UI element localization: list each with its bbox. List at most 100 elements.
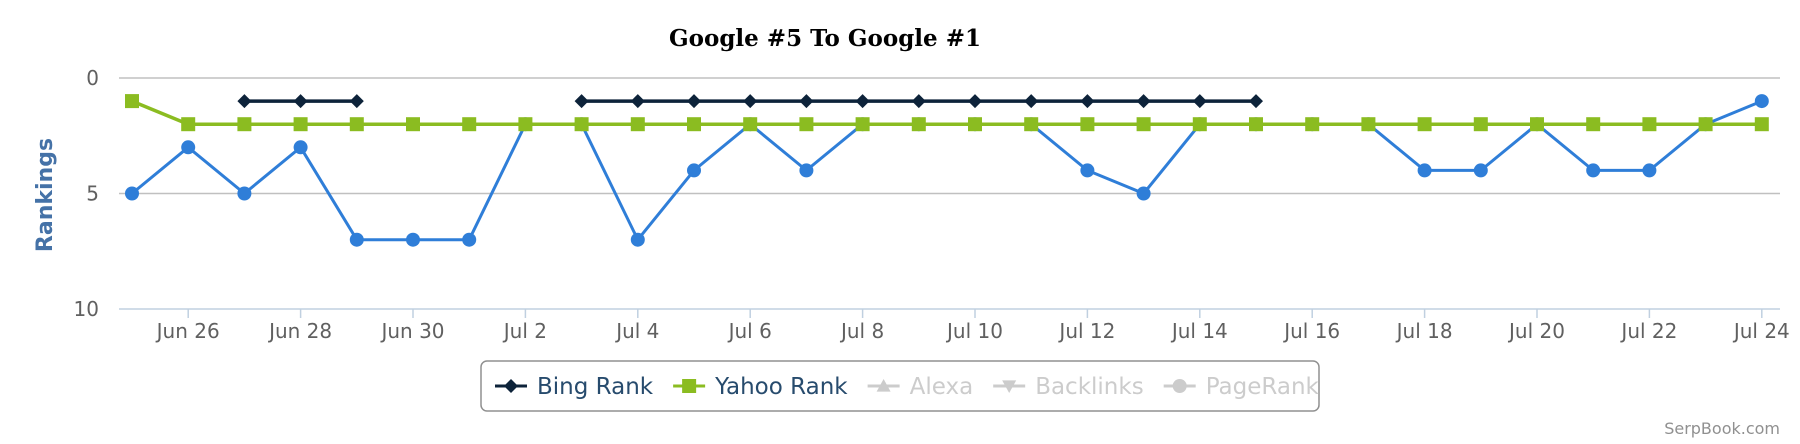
legend-item-yahoo-rank[interactable]: Yahoo Rank	[673, 374, 848, 400]
data-point-diamond[interactable]	[630, 94, 645, 109]
x-tick-label: Jul 10	[945, 319, 1003, 343]
data-point-square[interactable]	[1530, 117, 1544, 132]
legend-marker-triangle-down	[1002, 380, 1017, 393]
legend-label: Alexa	[910, 374, 974, 400]
data-point-circle[interactable]	[1754, 94, 1769, 109]
data-point-square[interactable]	[1417, 117, 1432, 132]
legend-marker-circle	[1172, 379, 1187, 393]
data-point-square[interactable]	[349, 117, 364, 132]
data-point-square[interactable]	[1642, 117, 1657, 132]
data-point-circle[interactable]	[349, 232, 364, 247]
legend-item-bing-rank[interactable]: Bing Rank	[495, 374, 654, 400]
data-point-circle[interactable]	[1473, 163, 1488, 178]
data-point-diamond[interactable]	[237, 94, 252, 109]
data-point-circle[interactable]	[687, 163, 701, 178]
data-point-diamond[interactable]	[349, 94, 364, 109]
data-point-circle[interactable]	[630, 232, 645, 247]
data-point-square[interactable]	[1586, 117, 1601, 132]
data-point-diamond[interactable]	[1024, 94, 1039, 109]
y-tick-label: 10	[74, 297, 99, 321]
data-point-square[interactable]	[1192, 117, 1207, 132]
data-point-diamond[interactable]	[799, 94, 814, 109]
data-point-circle[interactable]	[1586, 163, 1601, 178]
data-point-square[interactable]	[1249, 117, 1263, 132]
data-point-diamond[interactable]	[743, 94, 758, 109]
data-point-square[interactable]	[1080, 117, 1095, 132]
y-axis-label: Rankings	[33, 138, 58, 252]
data-point-diamond[interactable]	[1249, 94, 1263, 109]
data-point-circle[interactable]	[1080, 163, 1095, 178]
data-point-circle[interactable]	[293, 140, 308, 155]
data-point-square[interactable]	[1136, 117, 1151, 132]
data-point-square[interactable]	[1698, 117, 1713, 132]
legend-label: Yahoo Rank	[714, 374, 848, 400]
series-bing-rank	[237, 94, 1263, 109]
data-point-square[interactable]	[911, 117, 926, 132]
x-tick-label: Jul 14	[1170, 319, 1228, 343]
x-tick-label: Jul 18	[1395, 319, 1453, 343]
data-point-square[interactable]	[125, 94, 139, 109]
data-point-square[interactable]	[293, 117, 308, 132]
legend-label: Backlinks	[1035, 374, 1144, 400]
series-line	[131, 99, 1762, 126]
data-point-square[interactable]	[630, 117, 645, 132]
data-point-diamond[interactable]	[1136, 94, 1151, 109]
data-point-square[interactable]	[406, 117, 420, 132]
x-tick-label: Jul 20	[1507, 319, 1565, 343]
legend-item-pagerank[interactable]: PageRank	[1163, 374, 1320, 400]
data-point-diamond[interactable]	[574, 94, 589, 109]
data-point-square[interactable]	[799, 117, 814, 132]
x-tick-label: Jun 26	[155, 319, 220, 343]
y-tick-label: 5	[86, 182, 99, 206]
x-tick-label: Jun 28	[267, 319, 332, 343]
data-point-circle[interactable]	[1136, 186, 1151, 201]
data-point-circle[interactable]	[799, 163, 814, 178]
x-tick-label: Jul 16	[1282, 319, 1340, 343]
data-point-circle[interactable]	[1642, 163, 1657, 178]
series-line	[131, 99, 1763, 242]
data-point-square[interactable]	[855, 117, 870, 132]
x-axis: Jun 26 Jun 28 Jun 30 Jul 2 Jul 4 Jul 6 Jul 8 Ju…	[155, 309, 1790, 343]
credit-text[interactable]: SerpBook.com	[1664, 419, 1780, 438]
data-point-square[interactable]	[968, 117, 982, 132]
data-point-square[interactable]	[1024, 117, 1039, 132]
x-tick-label: Jul 22	[1619, 319, 1677, 343]
data-point-square[interactable]	[1361, 117, 1376, 132]
data-point-circle[interactable]	[125, 186, 139, 201]
data-point-diamond[interactable]	[687, 94, 701, 109]
data-point-circle[interactable]	[462, 232, 477, 247]
data-point-square[interactable]	[574, 117, 589, 132]
data-point-diamond[interactable]	[968, 94, 982, 109]
data-point-circle[interactable]	[406, 232, 420, 247]
data-point-square[interactable]	[518, 117, 533, 132]
x-tick-label: Jul 12	[1057, 319, 1115, 343]
data-point-diamond[interactable]	[911, 94, 926, 109]
x-tick-label: Jun 30	[379, 319, 444, 343]
data-point-square[interactable]	[181, 117, 196, 132]
y-tick-label: 0	[86, 66, 99, 90]
x-tick-label: Jul 8	[839, 319, 884, 343]
data-point-square[interactable]	[237, 117, 252, 132]
data-point-square[interactable]	[1305, 117, 1320, 132]
data-point-square[interactable]	[462, 117, 477, 132]
data-point-square[interactable]	[1754, 117, 1769, 132]
data-point-square[interactable]	[743, 117, 758, 132]
data-point-circle[interactable]	[181, 140, 196, 155]
data-point-diamond[interactable]	[293, 94, 308, 109]
x-tick-label: Jul 4	[614, 319, 659, 343]
legend-item-backlinks[interactable]: Backlinks	[993, 374, 1144, 400]
legend-label: Bing Rank	[537, 374, 654, 400]
data-point-square[interactable]	[1473, 117, 1488, 132]
data-point-square[interactable]	[687, 117, 701, 132]
legend-marker-square	[682, 379, 697, 393]
legend-box	[480, 360, 1320, 412]
data-point-diamond[interactable]	[1192, 94, 1207, 109]
series-group	[125, 94, 1769, 247]
data-point-circle[interactable]	[237, 186, 252, 201]
data-point-circle[interactable]	[1417, 163, 1432, 178]
data-point-diamond[interactable]	[855, 94, 870, 109]
data-point-diamond[interactable]	[1080, 94, 1095, 109]
legend-marker-triangle	[876, 379, 891, 392]
legend-item-alexa[interactable]: Alexa	[867, 374, 974, 400]
